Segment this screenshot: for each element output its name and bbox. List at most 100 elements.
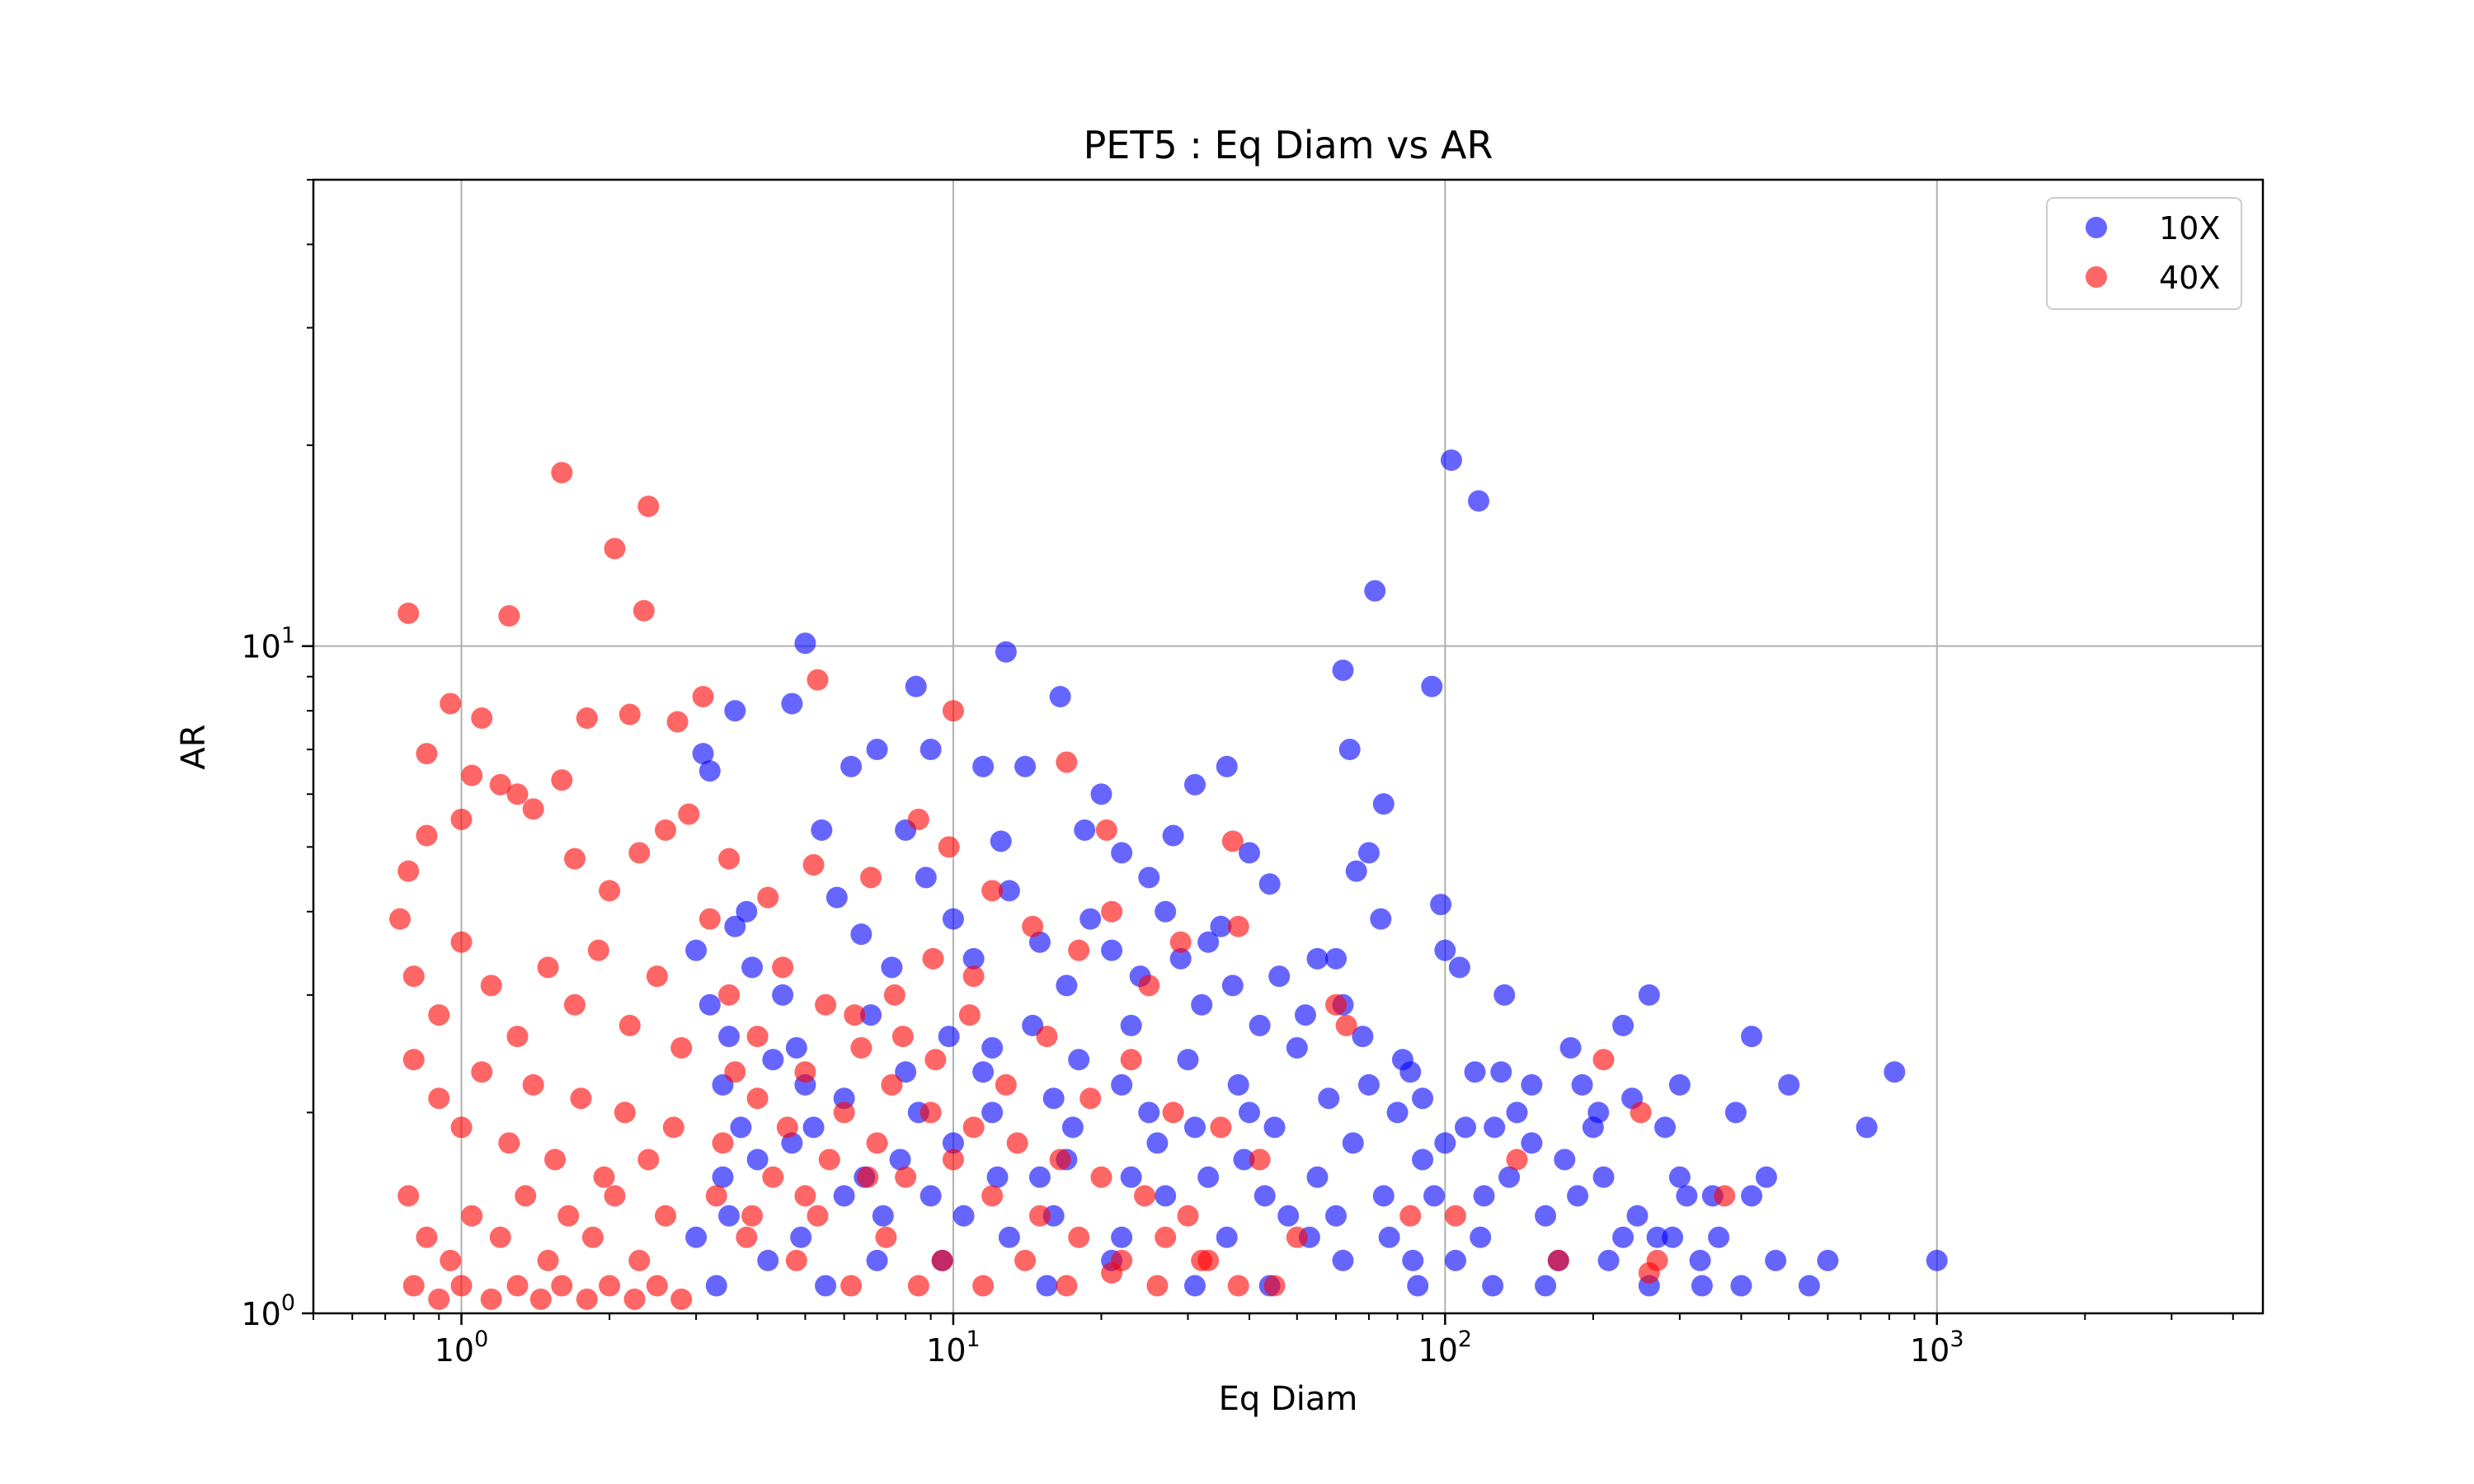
data-point-10x xyxy=(1306,1166,1329,1188)
data-point-40x xyxy=(416,824,438,847)
data-point-40x xyxy=(623,1288,646,1310)
data-point-40x xyxy=(1079,1087,1102,1110)
data-point-40x xyxy=(1191,1249,1213,1271)
data-point-10x xyxy=(981,1101,1004,1124)
data-point-40x xyxy=(1056,751,1078,773)
data-point-10x xyxy=(1090,783,1112,805)
data-point-40x xyxy=(807,669,829,691)
data-point-10x xyxy=(1049,685,1071,707)
data-point-40x xyxy=(1006,1132,1028,1154)
data-point-10x xyxy=(1455,1116,1477,1139)
data-point-10x xyxy=(1239,842,1261,864)
data-point-40x xyxy=(1169,931,1192,953)
data-point-10x xyxy=(1448,956,1470,979)
data-point-40x xyxy=(1210,1116,1232,1139)
data-point-40x xyxy=(389,908,412,930)
data-point-10x xyxy=(1120,1014,1142,1036)
data-point-40x xyxy=(498,605,520,627)
data-point-10x xyxy=(1676,1185,1698,1207)
data-point-10x xyxy=(1101,939,1123,961)
data-point-10x xyxy=(920,739,942,761)
data-point-40x xyxy=(633,599,655,622)
data-point-10x xyxy=(905,675,927,697)
data-point-10x xyxy=(746,1148,769,1171)
data-point-10x xyxy=(1286,1036,1308,1059)
data-point-40x xyxy=(1138,974,1160,997)
data-point-40x xyxy=(416,1226,438,1248)
data-point-40x xyxy=(655,819,677,841)
data-point-10x xyxy=(866,739,888,761)
data-point-40x xyxy=(655,1205,677,1227)
data-point-40x xyxy=(736,1226,758,1248)
data-point-10x xyxy=(825,886,848,909)
data-point-10x xyxy=(1493,984,1516,1006)
data-point-10x xyxy=(1074,819,1096,841)
data-point-10x xyxy=(1138,866,1160,889)
data-point-40x xyxy=(563,848,586,870)
data-point-10x xyxy=(685,1226,708,1248)
data-point-10x xyxy=(1521,1132,1543,1154)
data-point-40x xyxy=(506,1275,529,1297)
data-point-10x xyxy=(1412,1148,1434,1171)
data-point-10x xyxy=(1535,1205,1557,1227)
data-point-40x xyxy=(450,1275,473,1297)
data-point-40x xyxy=(570,1087,592,1110)
data-point-10x xyxy=(1490,1061,1512,1083)
data-point-10x xyxy=(915,866,937,889)
data-point-40x xyxy=(724,1061,746,1083)
data-point-10x xyxy=(802,1116,825,1139)
data-point-40x xyxy=(563,993,586,1016)
data-point-10x xyxy=(1646,1226,1668,1248)
data-point-10x xyxy=(1120,1166,1142,1188)
data-points xyxy=(389,449,1948,1310)
data-point-10x xyxy=(1765,1249,1787,1271)
data-point-10x xyxy=(1421,675,1443,697)
data-point-10x xyxy=(1068,1049,1090,1071)
data-point-40x xyxy=(1036,1026,1058,1048)
data-point-10x xyxy=(972,1061,995,1083)
data-point-10x xyxy=(1464,1061,1486,1083)
data-point-40x xyxy=(599,880,621,902)
data-point-10x xyxy=(1233,1148,1255,1171)
data-point-10x xyxy=(1042,1087,1065,1110)
data-point-10x xyxy=(1612,1014,1634,1036)
data-point-40x xyxy=(614,1101,636,1124)
data-point-10x xyxy=(1856,1116,1878,1139)
data-point-40x xyxy=(522,1073,544,1096)
data-point-10x xyxy=(1378,1226,1400,1248)
data-point-10x xyxy=(1755,1166,1777,1188)
data-point-40x xyxy=(981,880,1004,902)
data-point-10x xyxy=(962,947,985,970)
data-point-40x xyxy=(881,1073,903,1096)
data-point-10x xyxy=(1079,908,1102,930)
data-point-10x xyxy=(1061,1116,1084,1139)
axis-ticks: 100 101 102 103 100 101 xyxy=(241,179,2234,1369)
data-point-10x xyxy=(1183,1116,1206,1139)
data-point-40x xyxy=(762,1166,784,1188)
data-point-40x xyxy=(815,993,837,1016)
data-point-10x xyxy=(1741,1185,1763,1207)
data-point-40x xyxy=(746,1026,769,1048)
data-point-40x xyxy=(938,836,960,858)
chart-title: PET5 : Eq Diam vs AR xyxy=(1084,123,1493,167)
data-point-40x xyxy=(587,939,609,961)
data-point-40x xyxy=(1227,915,1249,937)
data-point-10x xyxy=(790,1226,812,1248)
legend-label-40x: 40X xyxy=(2159,260,2220,296)
data-point-40x xyxy=(428,1288,450,1310)
data-point-10x xyxy=(1535,1275,1557,1297)
data-point-10x xyxy=(833,1185,855,1207)
data-point-10x xyxy=(1554,1148,1576,1171)
data-point-40x xyxy=(637,1148,660,1171)
data-point-40x xyxy=(1547,1249,1569,1271)
y-tick-label: 100 xyxy=(241,1290,295,1332)
data-point-40x xyxy=(942,700,964,722)
data-point-40x xyxy=(551,1275,573,1297)
data-point-10x xyxy=(1521,1073,1543,1096)
data-point-10x xyxy=(1402,1249,1424,1271)
data-point-10x xyxy=(1372,1185,1395,1207)
data-point-10x xyxy=(1294,1004,1316,1026)
data-point-40x xyxy=(428,1004,450,1026)
data-point-10x xyxy=(1111,842,1133,864)
data-point-40x xyxy=(1014,1249,1037,1271)
